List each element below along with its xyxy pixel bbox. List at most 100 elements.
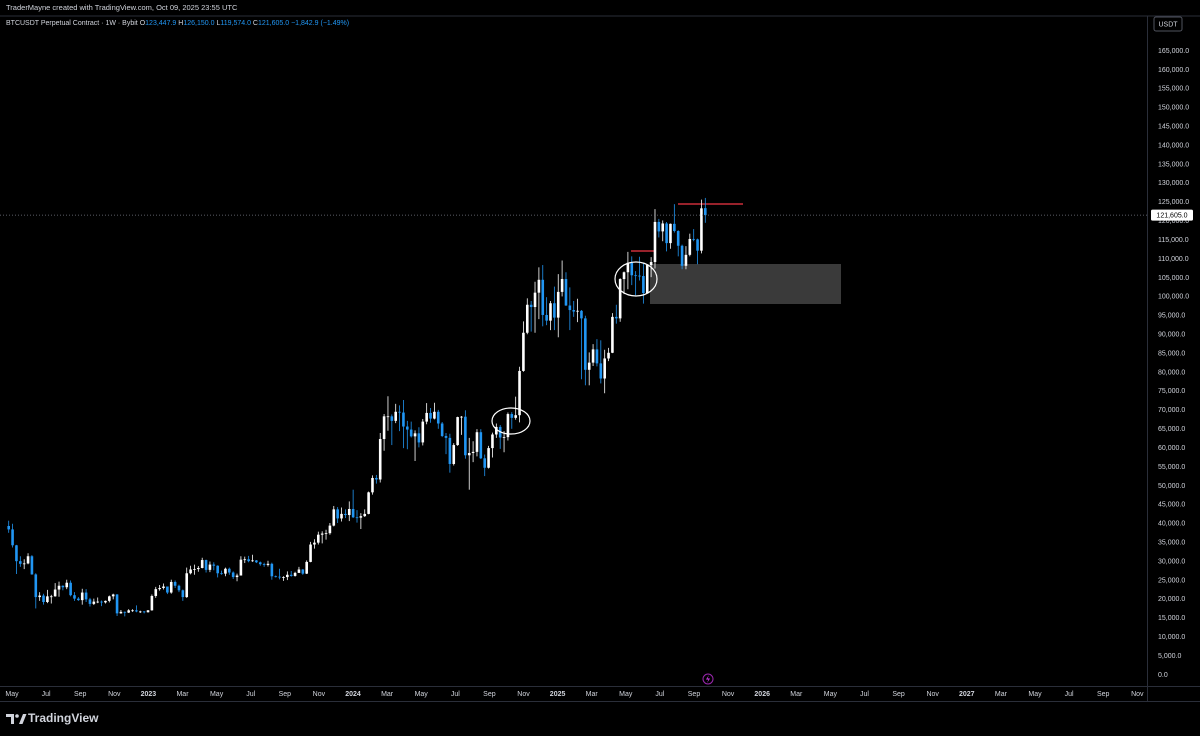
candle-body — [173, 581, 177, 586]
y-tick-label: 160,000.0 — [1158, 67, 1189, 74]
y-tick-label: 85,000.0 — [1158, 350, 1185, 357]
candle-body — [514, 415, 517, 418]
candle-body — [367, 492, 370, 514]
x-tick-label: Sep — [1097, 691, 1110, 698]
y-tick-label: 45,000.0 — [1158, 502, 1185, 509]
candle-body — [38, 595, 41, 598]
candle-body — [115, 594, 119, 614]
candle-body — [382, 416, 386, 440]
x-tick-label: Mar — [586, 691, 599, 698]
candle-body — [258, 562, 262, 565]
candle-body — [522, 332, 525, 371]
candle-body — [425, 412, 428, 422]
candle-body — [146, 610, 150, 613]
candle-body — [491, 434, 494, 449]
x-tick-label: Mar — [995, 691, 1008, 698]
candle-body — [456, 417, 459, 446]
candle-body — [69, 582, 72, 596]
candle-body — [537, 279, 541, 293]
candle-body — [158, 588, 161, 590]
candle-body — [700, 208, 703, 251]
candle-body — [247, 559, 250, 562]
candle-body — [15, 545, 18, 562]
x-tick-label: Jul — [860, 691, 869, 698]
candle-body — [270, 563, 274, 577]
currency[interactable]: USDT — [1158, 21, 1178, 28]
y-tick-label: 20,000.0 — [1158, 596, 1185, 603]
event-icon[interactable] — [706, 675, 710, 683]
candle-body — [286, 574, 289, 578]
candle-body — [413, 433, 417, 437]
candle-body — [42, 595, 45, 603]
candle-body — [556, 291, 560, 318]
candle-body — [150, 595, 154, 611]
candle-body — [649, 262, 653, 266]
candle-body — [317, 534, 320, 543]
candle-body — [216, 565, 219, 574]
candle-body — [704, 208, 707, 216]
candle-body — [313, 542, 316, 545]
candle-body — [549, 303, 552, 321]
candle-body — [409, 429, 413, 437]
candle-body — [355, 517, 359, 519]
candle-body — [162, 586, 165, 589]
y-tick-label: 5,000.0 — [1158, 653, 1181, 660]
y-tick-label: 125,000.0 — [1158, 199, 1189, 206]
candle-body — [320, 533, 324, 535]
candle-body — [630, 262, 634, 276]
candle-body — [305, 561, 308, 574]
candle-body — [599, 363, 603, 379]
candle-body — [541, 279, 545, 315]
candle-body — [154, 589, 158, 596]
candle-body — [30, 556, 34, 575]
candle-body — [138, 611, 142, 613]
candle-body — [378, 439, 382, 480]
event-icon[interactable] — [702, 673, 714, 685]
candle-body — [19, 561, 22, 564]
candle-body — [351, 508, 355, 518]
highlight-circle — [614, 261, 658, 297]
candle-body — [688, 238, 692, 255]
candle-body — [669, 223, 672, 244]
candle-body — [676, 231, 680, 246]
candle-body — [645, 265, 649, 294]
candle-body — [375, 477, 378, 480]
highlight-circle — [491, 407, 531, 435]
y-tick-label: 15,000.0 — [1158, 615, 1185, 622]
candle-body — [166, 586, 169, 593]
legend-change: −1,842.9 (−1.49%) — [291, 20, 349, 27]
candle-body — [108, 596, 111, 601]
candle-body — [436, 411, 440, 424]
x-tick-label: Jul — [1065, 691, 1074, 698]
legend-key: C — [253, 20, 258, 27]
candle-body — [220, 573, 223, 575]
x-tick-label: May — [619, 691, 633, 698]
y-tick-label: 60,000.0 — [1158, 445, 1185, 452]
brand-logo[interactable] — [6, 714, 27, 724]
last-price-label: 121,605.0 — [1156, 212, 1187, 219]
candle-body — [324, 533, 328, 534]
candle-body — [417, 433, 421, 443]
candle-body — [185, 573, 189, 598]
x-tick-label: 2026 — [754, 691, 770, 698]
candle-body — [680, 245, 684, 266]
candle-body — [483, 458, 487, 468]
y-tick-label: 0.0 — [1158, 672, 1168, 679]
candle-body — [359, 516, 363, 518]
x-tick-label: 2023 — [141, 691, 157, 698]
currency-button[interactable] — [1153, 16, 1183, 32]
candle-body — [576, 310, 579, 312]
candle-body — [123, 611, 127, 613]
candle-body — [53, 589, 57, 597]
y-tick-label: 10,000.0 — [1158, 634, 1185, 641]
x-tick-label: Nov — [926, 691, 939, 698]
y-tick-label: 100,000.0 — [1158, 294, 1189, 301]
x-tick-label: Jul — [451, 691, 460, 698]
brand[interactable]: TradingView — [28, 711, 99, 725]
x-tick-label: May — [1028, 691, 1042, 698]
candle-body — [231, 572, 235, 578]
candle-body — [421, 421, 425, 443]
candle-body — [344, 513, 347, 516]
candle-body — [177, 585, 181, 591]
